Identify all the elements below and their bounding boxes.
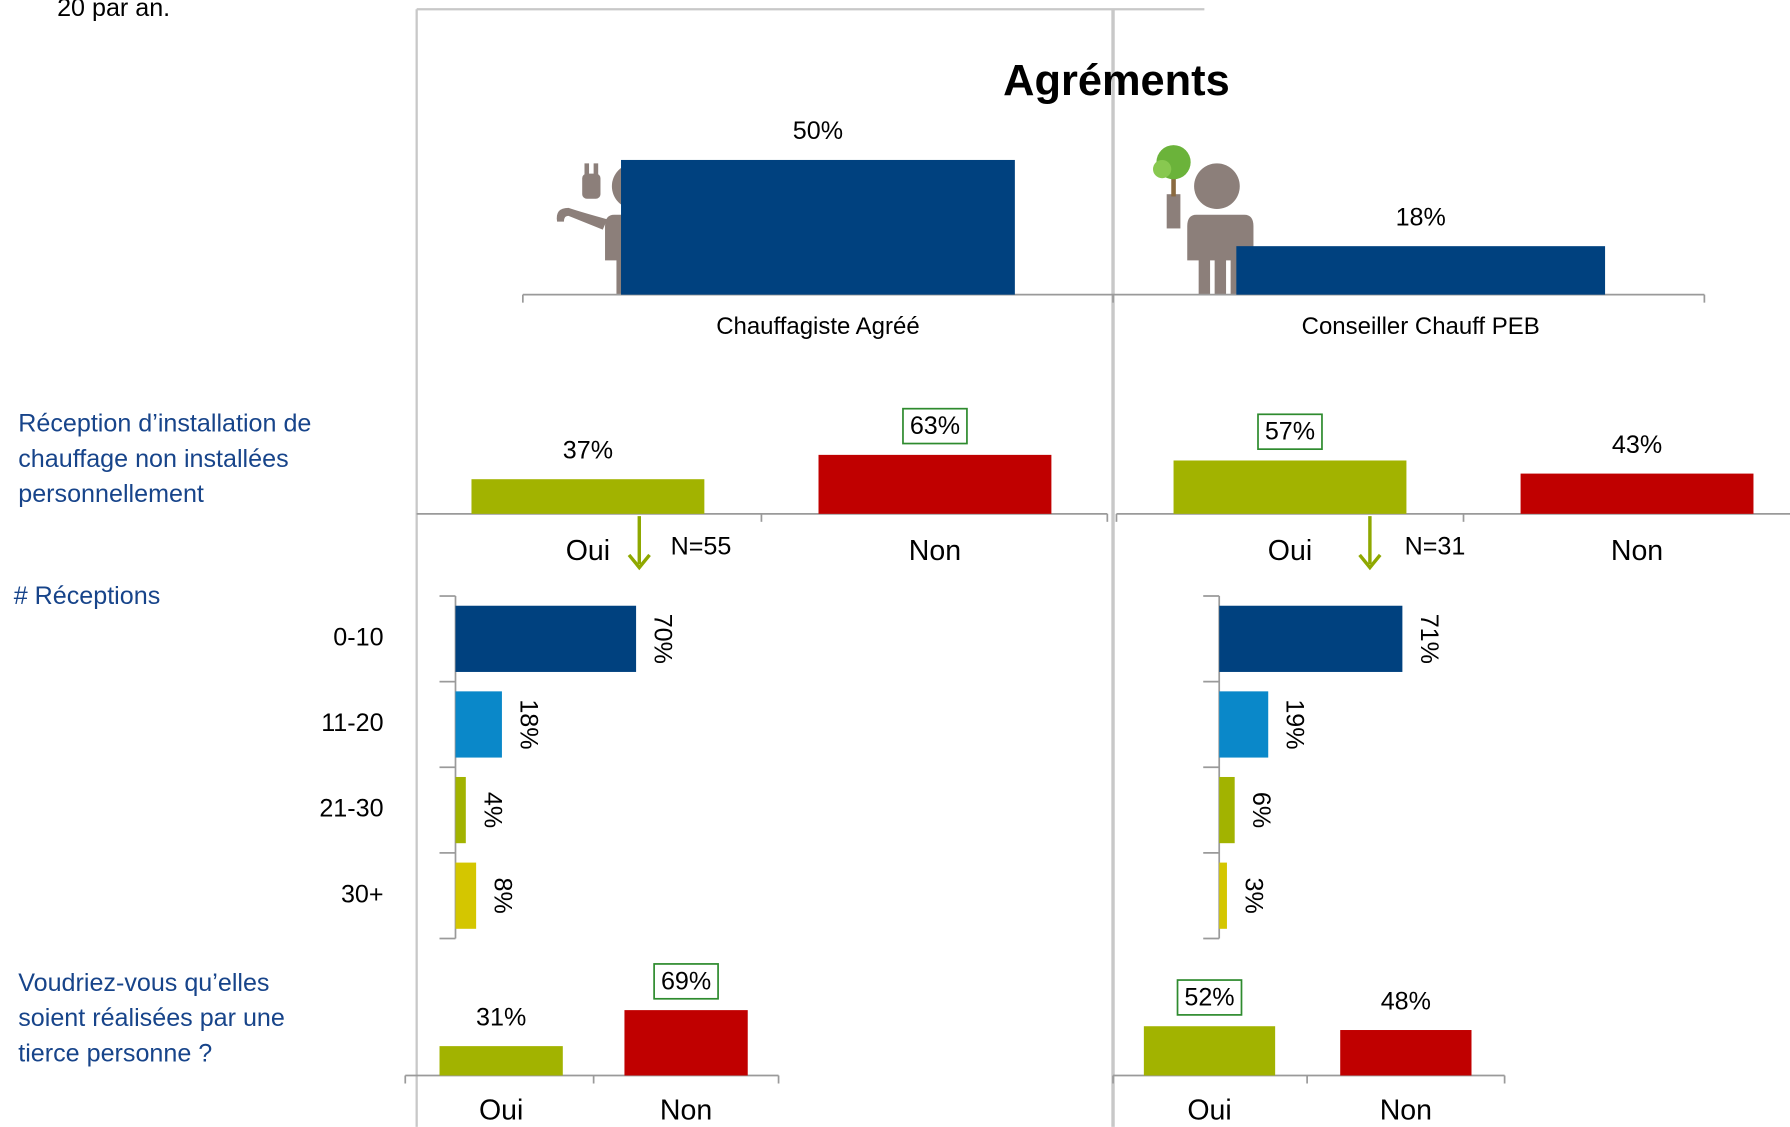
question: personnellement <box>18 480 204 508</box>
value-label: 31% <box>476 1003 526 1031</box>
highlight-box <box>902 407 968 445</box>
value-label: 70% <box>649 614 677 664</box>
value-label: 63% <box>910 412 960 440</box>
header-fragment: 20 par an. <box>57 0 170 22</box>
bar <box>624 1010 748 1076</box>
value-label: 57% <box>1265 418 1315 446</box>
x-tick-label: Oui <box>479 1095 523 1127</box>
bar <box>1219 605 1403 672</box>
bar <box>455 691 502 758</box>
n-label: N=31 <box>1405 533 1466 561</box>
bar <box>818 454 1052 514</box>
y-tick-label: 0-10 <box>333 623 383 651</box>
question: tierce personne ? <box>18 1040 212 1068</box>
value-label: 4% <box>478 792 506 828</box>
n-label: N=55 <box>671 533 732 561</box>
value-label: 71% <box>1415 614 1443 664</box>
value-label: 19% <box>1281 699 1309 749</box>
bar <box>455 605 637 672</box>
bar <box>1236 246 1606 295</box>
x-tick-label: Non <box>909 535 961 567</box>
highlight-box <box>1176 979 1243 1016</box>
bar <box>455 862 477 929</box>
arrow-head <box>1358 553 1382 571</box>
bar <box>1219 691 1269 758</box>
question: soient réalisées par une <box>18 1004 285 1032</box>
bar <box>439 1046 563 1076</box>
x-tick-label: Non <box>1611 535 1663 567</box>
value-label: 37% <box>563 436 613 464</box>
bar <box>1340 1030 1472 1076</box>
value-label: 52% <box>1184 983 1234 1011</box>
x-tick-label: Chauffagiste Agréé <box>716 313 919 340</box>
bar <box>455 776 466 844</box>
question: chauffage non installées <box>18 445 288 473</box>
x-tick-label: Conseiller Chauff PEB <box>1302 313 1540 340</box>
bar <box>621 159 1015 295</box>
x-tick-label: Oui <box>1268 535 1312 567</box>
value-label: 69% <box>661 967 711 995</box>
value-label: 50% <box>793 117 843 145</box>
value-label: 3% <box>1239 878 1267 914</box>
y-tick-label: 21-30 <box>319 795 383 823</box>
question: Réception d’installation de <box>18 409 311 437</box>
value-label: 6% <box>1247 792 1275 828</box>
value-label: 48% <box>1381 987 1431 1015</box>
x-tick-label: Oui <box>566 535 610 567</box>
highlight-box <box>1257 413 1323 451</box>
question: # Réceptions <box>14 582 161 610</box>
bar <box>1219 862 1227 929</box>
bar <box>1143 1026 1276 1076</box>
bar <box>1520 473 1754 514</box>
x-tick-label: Non <box>1380 1095 1432 1127</box>
x-tick-label: Non <box>660 1095 712 1127</box>
value-label: 18% <box>514 699 542 749</box>
highlight-box <box>653 963 719 1000</box>
value-label: 18% <box>1396 203 1446 231</box>
question: Voudriez-vous qu’elles <box>18 969 269 997</box>
bar <box>1173 460 1407 514</box>
value-label: 8% <box>489 878 517 914</box>
value-label: 43% <box>1612 431 1662 459</box>
bar <box>471 479 705 514</box>
y-tick-label: 11-20 <box>321 709 383 737</box>
arrow-head <box>627 553 651 571</box>
x-tick-label: Oui <box>1187 1095 1231 1127</box>
y-tick-label: 30+ <box>341 880 384 908</box>
title: Agréments <box>1003 57 1230 105</box>
bar <box>1219 776 1235 844</box>
